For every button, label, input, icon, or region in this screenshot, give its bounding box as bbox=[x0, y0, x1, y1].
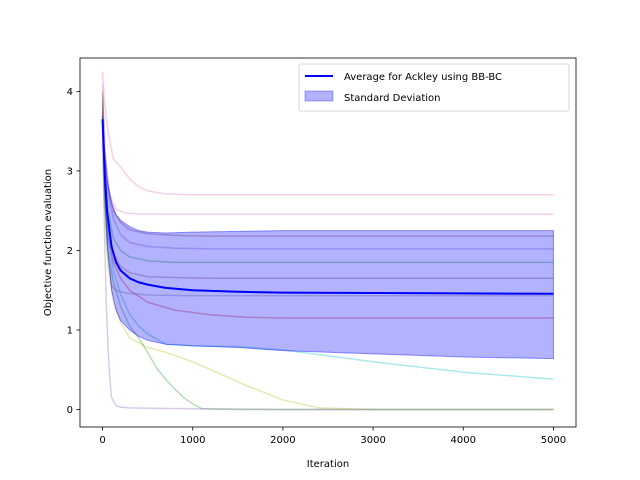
x-tick-label: 5000 bbox=[541, 435, 566, 446]
x-tick-label: 1000 bbox=[180, 435, 205, 446]
average-line bbox=[101, 119, 554, 295]
x-tick-label: 3000 bbox=[360, 435, 385, 446]
run-line-7 bbox=[101, 107, 554, 297]
y-tick-label: 4 bbox=[67, 87, 73, 98]
run-line-4 bbox=[101, 95, 554, 250]
x-tick-label: 0 bbox=[99, 435, 105, 446]
x-axis-label: Iteration bbox=[307, 459, 349, 470]
std-deviation-band bbox=[102, 115, 554, 360]
x-tick-label: 4000 bbox=[451, 435, 476, 446]
x-tick-label: 2000 bbox=[270, 435, 295, 446]
run-line-8 bbox=[101, 111, 554, 319]
y-tick-label: 2 bbox=[67, 246, 73, 257]
legend-std-swatch bbox=[304, 90, 334, 102]
individual-runs bbox=[101, 71, 554, 411]
y-tick-label: 1 bbox=[67, 325, 73, 336]
legend-std-label: Standard Deviation bbox=[344, 93, 441, 104]
y-axis-ticks: 0 1 2 3 4 bbox=[67, 87, 80, 416]
run-line-11 bbox=[101, 127, 554, 411]
run-line-3 bbox=[101, 91, 554, 237]
legend-frame bbox=[298, 63, 570, 112]
average-layer bbox=[101, 119, 554, 295]
run-line-9 bbox=[101, 115, 554, 381]
x-axis-ticks: 0 1000 2000 3000 4000 5000 bbox=[99, 427, 566, 446]
y-tick-label: 0 bbox=[67, 405, 73, 416]
run-line-1 bbox=[101, 71, 554, 196]
run-line-2 bbox=[101, 83, 554, 216]
y-axis-label: Objective function evaluation bbox=[43, 169, 54, 316]
run-line-10 bbox=[101, 123, 554, 411]
legend-average-label: Average for Ackley using BB-BC bbox=[344, 72, 502, 83]
run-line-12 bbox=[101, 131, 554, 411]
std-band-layer bbox=[102, 115, 554, 360]
y-tick-label: 3 bbox=[67, 166, 73, 177]
legend: Average for Ackley using BB-BC Standard … bbox=[298, 63, 570, 112]
plot-frame bbox=[79, 57, 577, 428]
